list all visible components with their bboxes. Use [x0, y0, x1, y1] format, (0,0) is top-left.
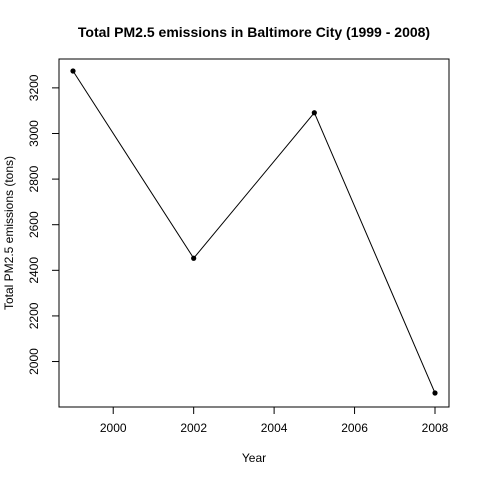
y-tick-label: 2200	[27, 302, 41, 329]
series-line	[72, 70, 436, 394]
x-tick-label: 2000	[100, 421, 127, 435]
data-point	[191, 255, 197, 261]
y-tick-label: 2800	[27, 165, 41, 192]
y-tick-label: 2400	[27, 257, 41, 284]
data-point	[432, 390, 438, 396]
y-tick-label: 2000	[27, 348, 41, 375]
y-tick-label: 2600	[27, 211, 41, 238]
y-axis-label: Total PM2.5 emissions (tons)	[2, 156, 16, 310]
plot-frame	[58, 58, 450, 408]
series-group	[70, 68, 438, 396]
x-axis-label: Year	[242, 451, 266, 465]
x-tick-label: 2006	[341, 421, 368, 435]
y-axis: 2000 2200 2400 2600 2800 3000 3200	[27, 74, 60, 375]
chart-title: Total PM2.5 emissions in Baltimore City …	[78, 24, 430, 40]
data-point	[311, 110, 317, 116]
y-tick-label: 3200	[27, 74, 41, 101]
data-point	[70, 68, 76, 74]
x-tick-label: 2008	[422, 421, 449, 435]
x-axis: 2000 2002 2004 2006 2008	[100, 406, 449, 435]
x-tick-label: 2004	[261, 421, 288, 435]
y-tick-label: 3000	[27, 120, 41, 147]
x-tick-label: 2002	[180, 421, 207, 435]
